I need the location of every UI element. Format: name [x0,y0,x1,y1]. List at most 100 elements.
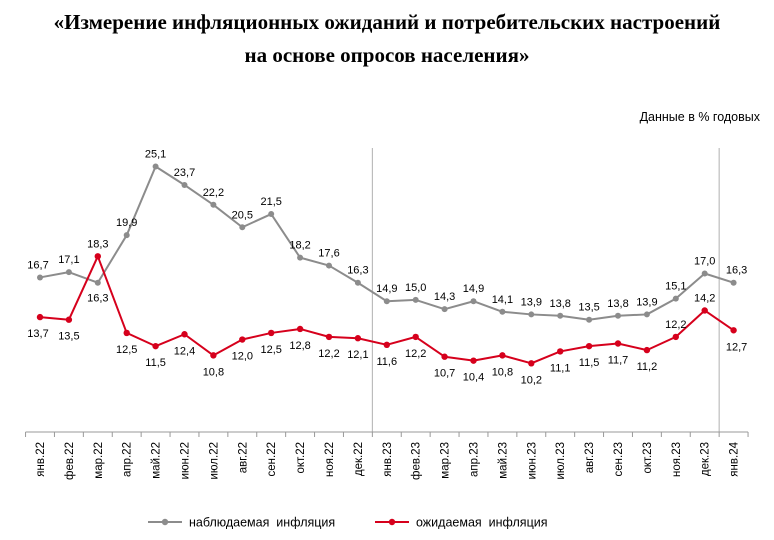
x-tick-label-апр.22: апр.22 [122,442,134,477]
expected-label-фев.23: 12,2 [405,348,426,360]
observed-point-июн.23 [528,311,535,318]
observed-label-мар.23: 14,3 [434,291,455,303]
expected-point-фев.22 [65,316,73,323]
observed-label-янв.23: 14,9 [376,283,397,295]
x-tick-label-дек.23: дек.23 [700,442,712,476]
expected-label-авг.22: 12,0 [232,351,253,363]
observed-point-фев.23 [412,296,419,303]
chart-title: «Измерение инфляционных ожиданий и потре… [0,6,774,72]
expected-label-апр.23: 10,4 [463,372,484,384]
expected-point-июн.22 [181,331,188,338]
observed-point-июн.22 [181,181,188,188]
observed-label-окт.22: 18,2 [289,240,310,252]
x-tick-labels: янв.22 фев.22 мар.22 апр.22 май.22 июн.22 июл.… [35,441,741,480]
x-tick-label-янв.24: янв.24 [729,441,741,476]
observed-point-сен.23 [615,312,621,319]
x-tick-label-апр.23: апр.23 [469,442,481,477]
observed-label-авг.22: 20,5 [232,209,253,221]
expected-label-июн.22: 12,4 [174,345,195,357]
observed-point-окт.22 [297,254,304,261]
x-tick-label-окт.22: окт.22 [295,442,307,474]
x-tick-label-ноя.23: ноя.23 [671,442,683,477]
observed-point-июл.22 [210,201,217,208]
expected-point-июн.23 [528,360,535,367]
observed-label-июл.23: 13,8 [549,298,570,310]
year-dividers [371,148,720,432]
observed-label-май.23: 14,1 [492,294,513,306]
observed-point-окт.23 [643,311,650,318]
observed-point-дек.22 [354,279,361,286]
expected-point-авг.23 [585,342,593,350]
observed-point-ноя.22 [326,262,332,269]
expected-label-сен.23: 11,7 [608,354,629,366]
expected-point-янв.24 [730,327,737,334]
observed-point-апр.23 [470,298,477,305]
expected-label-сен.22: 12,5 [260,344,281,356]
expected-point-май.22 [152,342,159,350]
observed-label-авг.23: 13,5 [578,302,599,314]
x-tick-label-июн.22: июн.22 [180,442,192,479]
expected-label-дек.23: 14,2 [694,292,715,304]
observed-label-фев.22: 17,1 [58,254,79,266]
observed-label-сен.23: 13,8 [607,298,628,310]
expected-label-мар.22: 18,3 [87,238,108,250]
x-tick-label-май.23: май.23 [497,442,509,479]
expected-label-окт.22: 12,8 [289,340,310,352]
expected-point-апр.23 [470,357,477,364]
observed-point-янв.24 [730,279,737,286]
observed-point-авг.22 [239,224,246,231]
expected-label-июл.22: 10,8 [203,366,224,378]
x-tick-label-авг.23: авг.23 [584,442,596,473]
expected-label-дек.22: 12,1 [347,349,368,361]
x-tick-label-сен.23: сен.23 [613,442,625,476]
expected-point-окт.23 [643,346,651,354]
expected-point-июл.22 [210,352,217,359]
expected-point-апр.22 [123,329,130,337]
observed-point-май.23 [499,308,506,315]
expected-point-дек.23 [701,307,708,314]
observed-label-июн.22: 23,7 [174,167,195,179]
expected-point-ноя.22 [325,333,333,341]
observed-label-апр.23: 14,9 [463,283,484,295]
expected-point-мар.23 [441,353,448,360]
expected-label-июл.23: 11,1 [550,362,571,374]
expected-label-янв.23: 11,6 [377,356,398,368]
observed-point-июл.23 [557,312,564,319]
expected-point-окт.22 [296,325,304,333]
observed-label-ноя.23: 15,1 [665,281,686,293]
observed-label-окт.23: 13,9 [636,296,657,308]
legend-marker-expected [388,518,396,526]
observed-point-май.22 [152,163,159,170]
x-axis [25,431,749,437]
expected-point-ноя.23 [672,333,679,341]
x-tick-label-май.22: май.22 [151,442,163,479]
observed-point-сен.22 [268,211,275,218]
observed-point-авг.23 [586,316,593,323]
x-tick-label-сен.22: сен.22 [266,442,278,476]
data-labels: 16,7 17,1 16,3 19,9 25,1 23,7 22,2 20,5 21,5 18,2… [27,148,747,386]
observed-label-сен.22: 21,5 [260,196,281,208]
expected-point-июл.23 [557,348,564,355]
observed-point-янв.22 [37,274,43,281]
x-tick-label-янв.22: янв.22 [35,442,47,477]
units-label: Данные в % годовых [639,110,760,124]
chart-title-line-2: на основе опросов населения» [244,43,530,67]
observed-point-дек.23 [701,270,708,277]
x-tick-label-фев.22: фев.22 [64,442,76,480]
x-tick-label-июл.23: июл.23 [555,442,567,480]
x-tick-label-янв.23: янв.23 [382,442,394,477]
expected-label-ноя.22: 12,2 [318,348,339,360]
expected-point-янв.22 [36,313,44,321]
expected-label-апр.22: 12,5 [116,344,137,356]
observed-label-мар.22: 16,3 [87,293,108,305]
x-tick-label-июн.23: июн.23 [526,442,538,479]
expected-label-май.22: 11,5 [145,357,166,369]
observed-point-мар.22 [94,279,101,286]
observed-point-апр.22 [123,232,130,239]
observed-label-янв.22: 16,7 [27,259,48,271]
expected-label-мар.23: 10,7 [434,368,455,380]
x-tick-label-дек.22: дек.22 [353,442,365,476]
observed-point-ноя.23 [672,295,679,302]
expected-label-авг.23: 11,5 [579,357,600,369]
x-tick-label-июл.22: июл.22 [208,442,220,480]
